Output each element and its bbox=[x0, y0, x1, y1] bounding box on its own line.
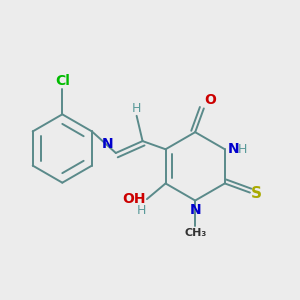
Text: N: N bbox=[228, 142, 239, 156]
Text: H: H bbox=[136, 205, 146, 218]
Text: OH: OH bbox=[122, 192, 146, 206]
Text: O: O bbox=[205, 93, 217, 107]
Text: S: S bbox=[251, 186, 262, 201]
Text: H: H bbox=[237, 143, 247, 156]
Text: Cl: Cl bbox=[55, 74, 70, 88]
Text: N: N bbox=[102, 137, 113, 152]
Text: H: H bbox=[131, 102, 141, 115]
Text: CH₃: CH₃ bbox=[184, 228, 206, 238]
Text: N: N bbox=[189, 203, 201, 218]
